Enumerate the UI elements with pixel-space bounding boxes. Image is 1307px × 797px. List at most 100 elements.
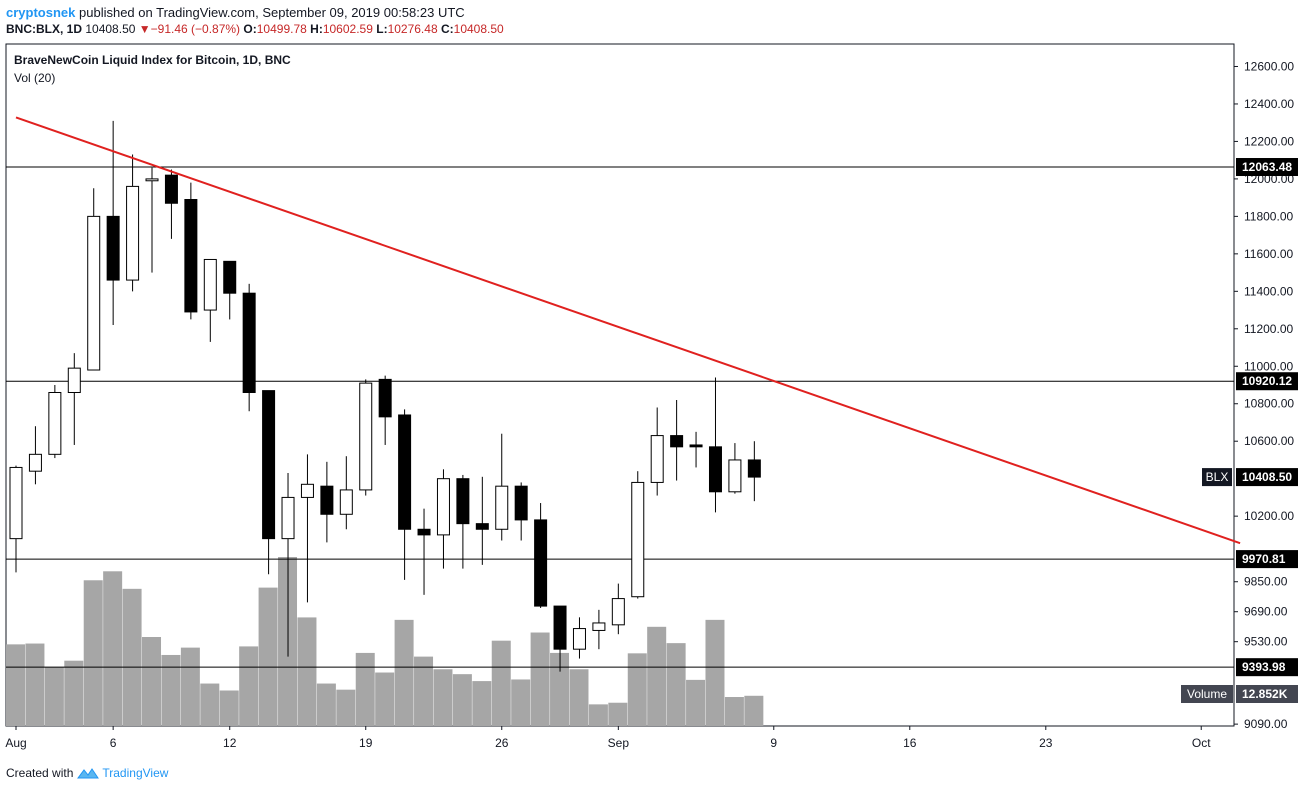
volume-bar <box>394 619 414 726</box>
volume-value-bg <box>1236 685 1298 703</box>
resistance-trendline <box>15 116 1241 545</box>
volume-bar <box>336 689 356 726</box>
symbol-label: BNC:BLX, 1D <box>6 22 83 36</box>
price-tick-label: 11800.00 <box>1244 209 1293 223</box>
candle-body-down <box>553 605 567 650</box>
candle <box>145 167 159 273</box>
down-arrow-icon: ▼ <box>138 22 151 36</box>
price-tick-label: 12200.00 <box>1244 134 1294 148</box>
candle-body-down <box>242 292 256 393</box>
candle-body-down <box>475 523 489 530</box>
candle-body-down <box>106 215 120 281</box>
candle-body-down <box>164 174 178 204</box>
time-axis-ticks: Aug 6 12 19 26 Sep 9 16 23 Oct <box>5 726 1211 750</box>
candle-body-down <box>747 459 761 478</box>
candle-body-up <box>87 215 101 371</box>
candle <box>339 456 353 530</box>
price-tick-label: 11600.00 <box>1244 247 1293 261</box>
candle <box>300 454 314 603</box>
candle <box>126 154 140 292</box>
volume-bar <box>180 647 200 726</box>
volume-tag: Volume <box>1187 687 1227 701</box>
time-tick-label: 26 <box>495 736 509 750</box>
candle <box>28 426 42 485</box>
volume-bar <box>219 690 239 726</box>
candle <box>495 433 509 541</box>
volume-bar <box>414 656 434 726</box>
time-tick-label: 12 <box>223 736 237 750</box>
time-tick-label: 9 <box>770 736 777 750</box>
price-tick-label: 9690.00 <box>1244 605 1288 619</box>
candle <box>48 385 62 459</box>
volume-bar <box>433 669 453 726</box>
candle-body-up <box>436 478 450 536</box>
price-tick-label: 10600.00 <box>1244 434 1294 448</box>
symbol-tag: BLX <box>1206 470 1229 484</box>
volume-bar <box>472 681 492 726</box>
price-tick-label: 10200.00 <box>1244 509 1294 523</box>
candle <box>67 353 81 445</box>
candle <box>456 474 470 569</box>
volume-bar <box>200 683 220 726</box>
candle-body-up <box>572 628 586 650</box>
price-tick-label: 9090.00 <box>1244 717 1288 731</box>
candle-body-down <box>456 478 470 525</box>
level-labels: 12063.48 10920.12 9970.81 9393.98 <box>1236 158 1298 677</box>
price-tick-label: 11000.00 <box>1244 359 1293 373</box>
price-tick-label: 11200.00 <box>1244 322 1293 336</box>
candle <box>728 443 742 494</box>
candle <box>223 260 237 320</box>
price-tick-label: 12600.00 <box>1244 59 1294 73</box>
candle-body-down <box>223 260 237 294</box>
time-tick-label: 6 <box>110 736 117 750</box>
candle <box>106 120 120 326</box>
horizontal-levels <box>6 166 1234 668</box>
candle <box>184 182 198 320</box>
close-value: 10408.50 <box>453 22 504 36</box>
author-link[interactable]: cryptosnek <box>6 5 76 20</box>
candle-body-up <box>592 622 606 631</box>
candle-body-up <box>126 185 140 281</box>
time-tick-label: Aug <box>5 736 26 750</box>
tradingview-logo-icon <box>77 768 100 779</box>
candle <box>670 399 684 481</box>
volume-bar <box>25 643 45 726</box>
last-price-label: 10408.50 <box>1242 470 1292 484</box>
candle-body-up <box>203 258 217 311</box>
candle <box>436 469 450 569</box>
change-value: −91.46 (−0.87%) <box>150 22 241 36</box>
candle-body-up <box>650 435 664 483</box>
level-label-bg <box>1236 158 1298 177</box>
candle <box>417 508 431 595</box>
last-price-label-bg <box>1236 468 1298 487</box>
candle <box>534 503 548 608</box>
candle <box>650 407 664 496</box>
volume-bar <box>452 674 472 726</box>
candle <box>320 461 334 543</box>
candle-body-down <box>262 390 276 540</box>
time-tick-label: Oct <box>1192 736 1211 750</box>
candle <box>572 617 586 659</box>
volume-bar <box>103 571 123 726</box>
candle <box>164 169 178 239</box>
candle-body-down <box>184 199 198 313</box>
candle-body-down <box>514 485 528 521</box>
volume-bar <box>239 646 259 726</box>
close-label: C: <box>440 22 454 36</box>
open-label: O: <box>243 22 257 36</box>
candle-body-down <box>417 528 431 536</box>
volume-tag-bg <box>1181 685 1233 703</box>
candle-body-down <box>378 378 392 418</box>
price-tick-label: 9530.00 <box>1244 635 1288 649</box>
volume-bar <box>569 669 589 726</box>
candle <box>359 379 373 496</box>
low-label: L: <box>376 22 388 36</box>
candle <box>262 390 276 575</box>
volume-bar <box>142 637 162 726</box>
volume-value: 12.852K <box>1242 687 1288 701</box>
tradingview-brand-link[interactable]: TradingView <box>102 766 169 780</box>
candle-body-up <box>145 178 159 182</box>
candle-body-up <box>611 598 625 626</box>
